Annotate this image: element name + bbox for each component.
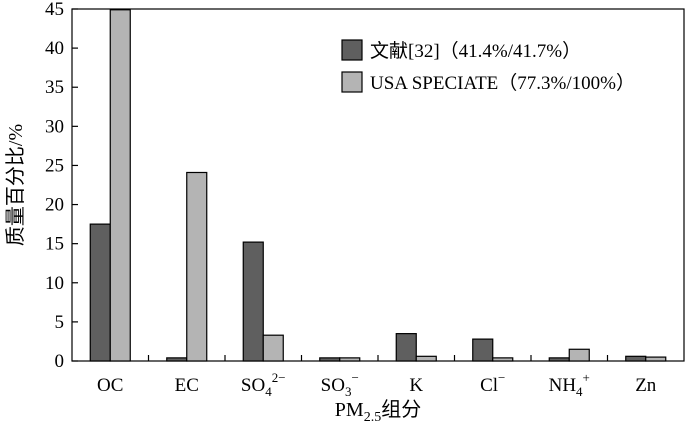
x-tick-label: Cl− — [480, 370, 505, 396]
x-tick-label: EC — [175, 375, 199, 396]
bar-series-1-k — [395, 333, 417, 362]
bar-series-2-k — [415, 355, 437, 362]
bar-series-1-nh4 — [548, 357, 570, 362]
bar-series-2-cl — [492, 357, 514, 362]
y-tick-label: 10 — [45, 273, 64, 294]
bar-series-2-so3 — [339, 357, 361, 362]
bars — [89, 9, 667, 362]
bar-series-2-nh4 — [568, 348, 590, 362]
x-tick-label: SO42− — [241, 370, 286, 399]
bar-series-1-oc — [89, 223, 111, 362]
y-tick-label: 45 — [45, 0, 64, 20]
bar-series-2-ec — [186, 171, 208, 362]
x-tick-label: SO3− — [321, 370, 359, 399]
bar-series-1-cl — [472, 338, 494, 362]
y-tick-label: 20 — [45, 195, 64, 216]
bar-series-1-ec — [166, 357, 188, 362]
y-tick-label: 15 — [45, 234, 64, 255]
y-tick-label: 40 — [45, 38, 64, 59]
y-axis-title: 质量百分比/% — [4, 124, 27, 246]
bar-series-1-so3 — [319, 357, 341, 362]
bar-series-2-so4 — [262, 334, 284, 362]
bar-series-1-zn — [625, 355, 647, 362]
legend-label: 文献[32]（41.4%/41.7%） — [370, 40, 581, 62]
x-tick-label: NH4+ — [549, 370, 590, 399]
legend: 文献[32]（41.4%/41.7%） USA SPECIATE（77.3%/10… — [341, 39, 635, 94]
y-tick-label: 5 — [55, 312, 65, 333]
x-tick-label: K — [409, 375, 423, 396]
y-axis: 0 5 10 15 20 25 30 35 40 45 — [45, 0, 78, 372]
x-tick-label: OC — [97, 375, 123, 396]
x-tick-label: Zn — [635, 375, 657, 396]
x-axis: OC EC SO42− SO3− K Cl− NH4+ Zn — [97, 355, 657, 399]
legend-swatch — [341, 71, 363, 93]
legend-label: USA SPECIATE（77.3%/100%） — [370, 72, 635, 94]
y-tick-label: 30 — [45, 116, 64, 137]
x-axis-title: PM2.5组分 — [335, 398, 421, 425]
y-tick-label: 35 — [45, 77, 64, 98]
legend-swatch — [341, 39, 363, 61]
bar-series-2-zn — [645, 356, 667, 362]
y-tick-label: 0 — [55, 351, 65, 372]
bar-series-1-so4 — [242, 241, 264, 362]
y-tick-label: 25 — [45, 155, 64, 176]
bar-series-2-oc — [109, 9, 131, 362]
